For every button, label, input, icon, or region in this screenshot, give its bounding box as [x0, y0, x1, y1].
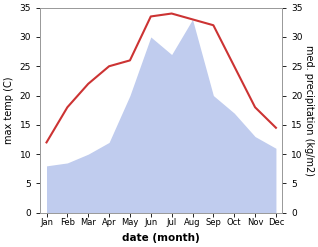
Y-axis label: max temp (C): max temp (C): [4, 76, 14, 144]
X-axis label: date (month): date (month): [122, 233, 200, 243]
Y-axis label: med. precipitation (kg/m2): med. precipitation (kg/m2): [304, 45, 314, 176]
